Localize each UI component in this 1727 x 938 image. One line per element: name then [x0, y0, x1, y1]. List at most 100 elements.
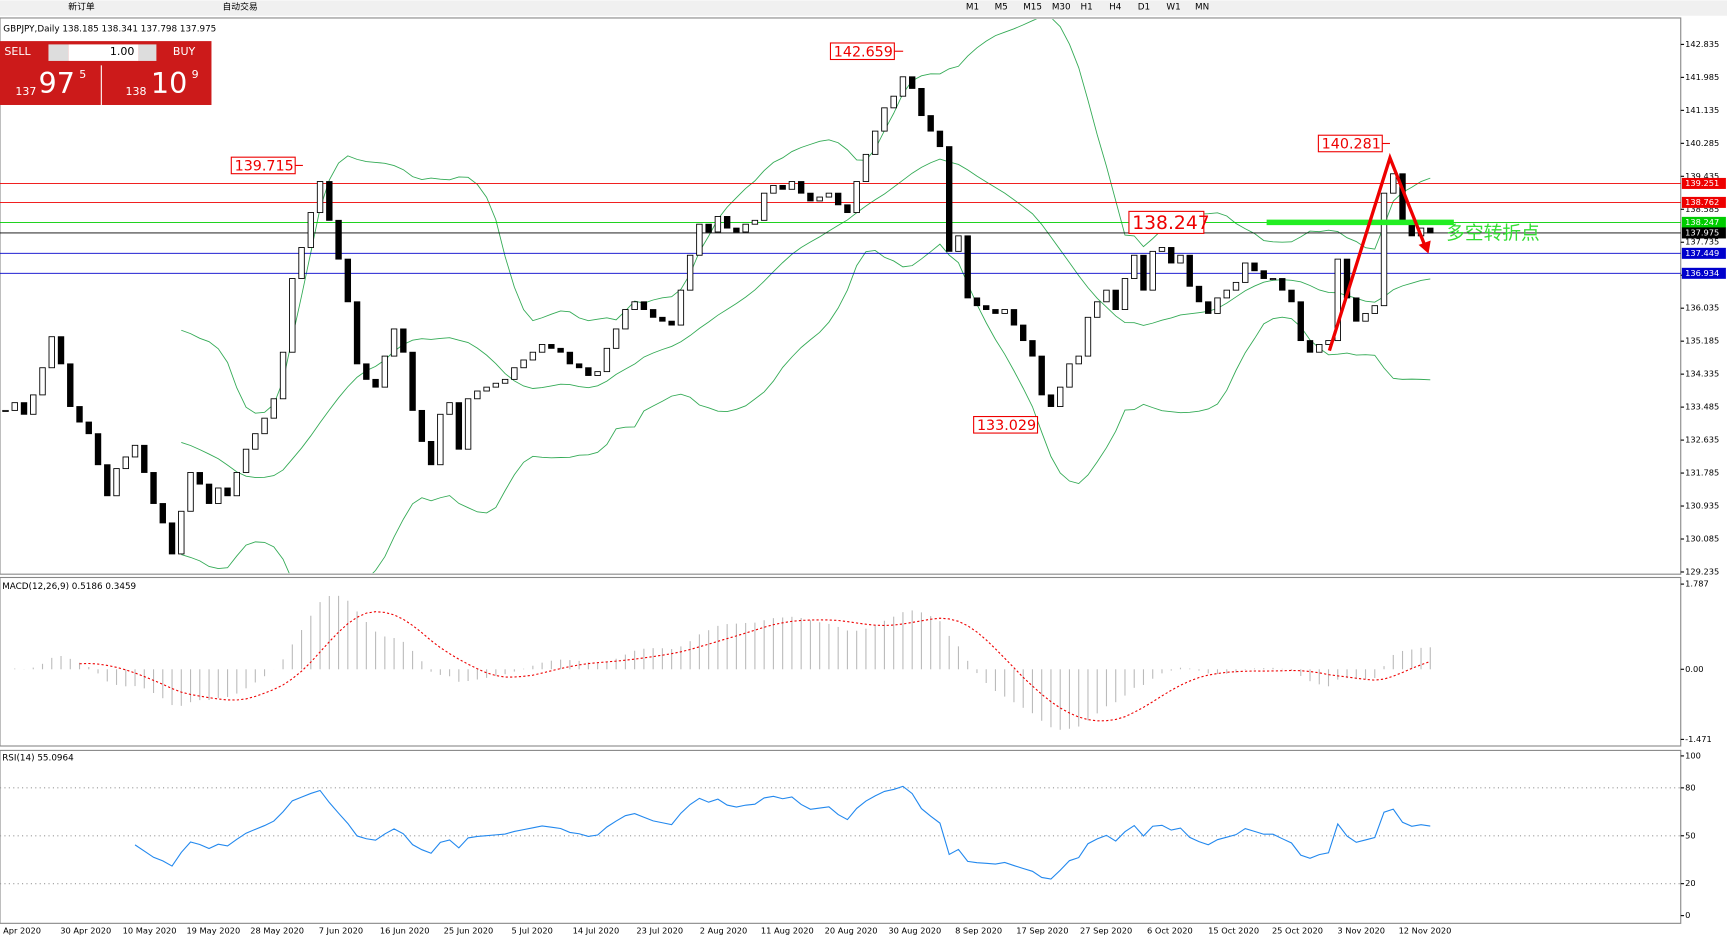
candle [242, 448, 250, 473]
rsi-tick-label: 20 [1685, 878, 1696, 888]
candle [548, 344, 555, 349]
candle [631, 301, 638, 310]
candle [955, 235, 962, 252]
price-panel [0, 17, 1682, 575]
annotation-label: 139.715 [235, 159, 294, 175]
candle [196, 472, 203, 485]
bollinger-band [181, 158, 1431, 478]
ask-big[interactable]: 138 [126, 85, 147, 98]
x-tick-label: 15 Oct 2020 [1208, 926, 1259, 936]
bid-big[interactable]: 137 [15, 85, 36, 98]
chart-title: GBPJPY,Daily 138.185 138.341 137.798 137… [3, 24, 216, 34]
auto-trading-button[interactable]: 自动交易 [222, 0, 257, 12]
candle [1075, 355, 1082, 365]
x-tick-label: 14 Jul 2020 [573, 926, 620, 936]
candle [760, 192, 768, 221]
x-tick-label: 25 Oct 2020 [1272, 926, 1323, 936]
macd-title: MACD(12,26,9) 0.5186 0.3459 [2, 582, 136, 592]
y-tick-label: 138.585 [1685, 204, 1719, 214]
candle [1140, 254, 1147, 291]
rsi-tick-label: 50 [1685, 830, 1696, 840]
y-tick-label: 130.935 [1685, 501, 1719, 511]
candle [992, 309, 999, 314]
x-tick-label: 28 May 2020 [250, 926, 304, 936]
arrow-head [1418, 240, 1431, 254]
rsi-line [134, 785, 1431, 880]
candle [1214, 297, 1221, 314]
timeframe-button[interactable]: H4 [1109, 2, 1122, 12]
candle [104, 464, 111, 497]
x-tick-label: 7 Jun 2020 [319, 926, 363, 936]
annotation-box [973, 415, 1039, 434]
candle [575, 363, 583, 369]
candle [1084, 316, 1092, 357]
candle [76, 406, 83, 423]
candle [131, 444, 139, 458]
candle [1121, 278, 1129, 310]
candle [1177, 254, 1184, 264]
x-tick-label: 8 Sep 2020 [955, 926, 1002, 936]
candle [39, 367, 46, 396]
level-label-bg [1681, 177, 1726, 189]
candle [344, 258, 352, 303]
timeframe-button[interactable]: M30 [1052, 2, 1071, 12]
candle [326, 181, 333, 221]
candle [1103, 289, 1110, 303]
candle [1390, 173, 1397, 194]
x-tick-label: 19 May 2020 [186, 926, 240, 936]
timeframe-button[interactable]: M15 [1023, 2, 1042, 12]
candle [649, 309, 657, 318]
candle [1149, 250, 1156, 291]
candle [205, 483, 213, 504]
candle [261, 417, 268, 435]
candle [215, 487, 222, 504]
bid-pip[interactable]: 5 [79, 68, 86, 81]
candle [11, 402, 18, 411]
timeframe-button[interactable]: MN [1195, 2, 1209, 12]
candle [825, 192, 833, 198]
timeframe-button[interactable]: M5 [995, 2, 1008, 12]
x-tick-label: 10 May 2020 [123, 926, 177, 936]
bid-main[interactable]: 97 [39, 66, 75, 100]
timeframe-button[interactable]: D1 [1138, 2, 1150, 12]
sell-button[interactable]: SELL [4, 45, 31, 58]
candle [927, 115, 934, 132]
rsi-tick-label: 100 [1685, 750, 1701, 760]
candle [1260, 270, 1267, 279]
candle [1362, 312, 1369, 322]
candle [1047, 394, 1055, 407]
candle [770, 184, 777, 194]
candle [714, 216, 722, 233]
candle [1251, 262, 1258, 272]
timeframe-button[interactable]: W1 [1166, 2, 1180, 12]
y-tick-label: 129.235 [1685, 566, 1719, 576]
candle [298, 247, 305, 279]
candle [446, 402, 453, 415]
y-tick-label: 135.185 [1685, 336, 1719, 346]
timeframe-button[interactable]: H1 [1080, 2, 1092, 12]
candle [983, 305, 990, 310]
candle [511, 367, 518, 380]
lot-dropdown[interactable] [138, 44, 157, 61]
x-tick-label: 11 Aug 2020 [761, 926, 814, 936]
ask-pip[interactable]: 9 [192, 68, 199, 81]
candle [594, 371, 601, 376]
new-order-button[interactable]: 新订单 [68, 0, 95, 12]
candle [2, 409, 9, 412]
candle [871, 130, 879, 155]
buy-button[interactable]: BUY [173, 45, 196, 58]
x-tick-label: 30 Apr 2020 [60, 926, 111, 936]
candle [529, 351, 537, 361]
ask-main[interactable]: 10 [151, 66, 187, 100]
candle [372, 378, 379, 388]
timeframe-button[interactable]: M1 [966, 2, 979, 12]
lot-input[interactable] [68, 44, 139, 61]
x-tick-label: 30 Aug 2020 [888, 926, 941, 936]
lot-dropdown[interactable] [48, 44, 69, 61]
candle [94, 433, 102, 466]
candle [834, 192, 842, 206]
candle [1020, 324, 1027, 342]
candle [1057, 386, 1064, 407]
rsi-tick-label: 0 [1685, 910, 1690, 920]
